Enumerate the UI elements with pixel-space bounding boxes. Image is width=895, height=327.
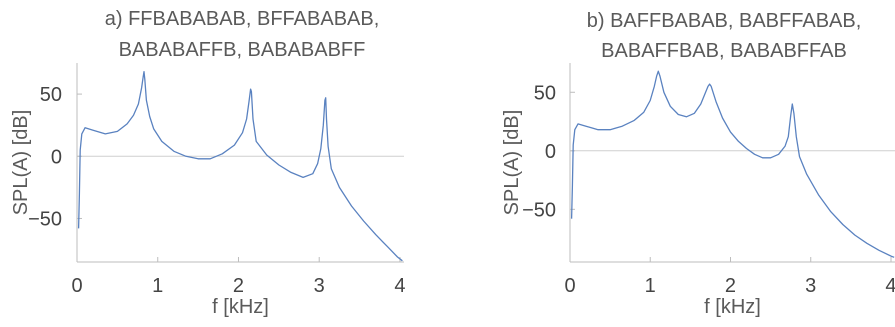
x-tick-label: 4 <box>394 275 405 297</box>
chart-title-line: BABABAFFB, BABABABFF <box>119 39 366 61</box>
chart-title-line: b) BAFFBABAB, BABFFABAB, <box>587 10 862 32</box>
x-tick-label: 3 <box>314 275 325 297</box>
x-axis-label: f [kHz] <box>704 296 761 318</box>
x-tick-label: 2 <box>725 275 736 297</box>
x-tick-label: 0 <box>71 275 82 297</box>
series-line <box>570 70 895 258</box>
x-tick-label: 3 <box>805 275 816 297</box>
chart-panel-b: b) BAFFBABAB, BABFFABAB, BABAFFBAB, BABAB… <box>501 10 895 318</box>
y-axis-label: SPL(A) [dB] <box>10 110 32 216</box>
x-tick-label: 1 <box>152 275 163 297</box>
x-tick-label: 1 <box>645 275 656 297</box>
y-tick-label: −50 <box>522 199 556 221</box>
x-axis-label: f [kHz] <box>212 296 269 318</box>
x-tick-label: 0 <box>564 275 575 297</box>
chart-panel-a: a) FFBABABAB, BFFABABAB, BABABAFFB, BABAB… <box>10 8 406 318</box>
y-tick-label: 50 <box>40 84 62 106</box>
y-tick-label: 0 <box>545 141 556 163</box>
chart-title-line: a) FFBABABAB, BFFABABAB, <box>105 8 380 30</box>
y-tick-label: 50 <box>534 82 556 104</box>
y-tick-label: −50 <box>28 208 62 230</box>
series-line <box>77 71 403 262</box>
y-tick-label: 0 <box>51 146 62 168</box>
chart-title-line: BABAFFBAB, BABABFFAB <box>601 40 847 62</box>
x-tick-label: 2 <box>233 275 244 297</box>
y-axis-label: SPL(A) [dB] <box>501 110 523 216</box>
x-tick-label: 4 <box>885 275 895 297</box>
